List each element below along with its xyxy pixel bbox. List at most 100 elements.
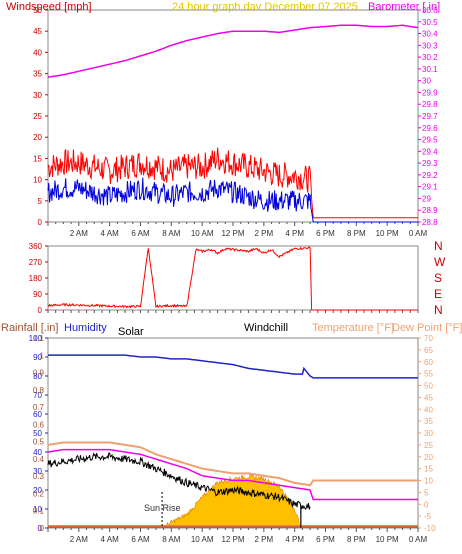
rainfall-axis-title: Rainfall [.in]: [1, 322, 58, 334]
windspeed-y-tick-label: 10: [33, 176, 42, 185]
climate-panel-x-tick-label: 2 PM: [254, 535, 273, 544]
windspeed-y-tick-label: 5: [38, 197, 43, 206]
barometer-right-tick-label: 30.3: [422, 41, 438, 50]
wind-panel-x-tick-label: 12 PM: [221, 229, 244, 238]
climate-panel-x-tick-label: 6 PM: [316, 535, 335, 544]
windspeed-y-tick-label: 40: [33, 48, 42, 57]
temperature-right-tick-label: 40: [424, 405, 433, 414]
temperature-right-tick-label: 35: [424, 417, 433, 426]
rainfall-y-tick-label: 0.3: [33, 472, 45, 481]
windchill-label: Windchill: [244, 322, 288, 334]
temperature-right-tick-label: 45: [424, 393, 433, 402]
direction-y-tick-label: 0: [38, 306, 43, 315]
graph-title: 24 hour graph.dav December 07 2025: [172, 1, 358, 13]
barometer-right-tick-label: 29.7: [422, 112, 438, 121]
barometer-right-tick-label: 29.3: [422, 159, 438, 168]
windspeed-y-tick-label: 25: [33, 112, 42, 121]
rainfall-y-tick-label: 0: [40, 524, 45, 533]
dewpoint-axis-title: Dew Point [°F]: [392, 322, 462, 334]
rainfall-y-tick-label: 0.4: [33, 455, 45, 464]
temperature-right-tick-label: 0: [424, 500, 429, 509]
wind-panel-x-tick-label: 10 PM: [376, 229, 399, 238]
temperature-right-tick-label: -5: [424, 512, 432, 521]
barometer-line: [47, 24, 419, 78]
humidity-y-tick-label: 80: [33, 372, 42, 381]
direction-compass-label: E: [434, 287, 442, 301]
climate-panel-x-tick-label: 4 PM: [285, 535, 304, 544]
wind-panel-x-tick-label: 8 PM: [347, 229, 366, 238]
temperature-axis-title: Temperature [°F]: [312, 322, 394, 334]
windspeed-y-tick-label: 35: [33, 70, 42, 79]
humidity-y-tick-label: 10: [33, 505, 42, 514]
temperature-right-tick-label: 10: [424, 477, 433, 486]
climate-panel-x-tick-label: 10 AM: [191, 535, 214, 544]
wind-panel-x-tick-label: 2 AM: [70, 229, 89, 238]
wind-gust-line: [47, 147, 418, 219]
temperature-right-tick-label: 20: [424, 453, 433, 462]
climate-panel-x-tick-label: 4 AM: [101, 535, 120, 544]
temperature-right-tick-label: 60: [424, 358, 433, 367]
windspeed-y-tick-label: 0: [38, 218, 43, 227]
wind-panel-x-tick-label: 8 AM: [162, 229, 181, 238]
windspeed-y-tick-label: 30: [33, 91, 42, 100]
barometer-right-tick-label: 28.9: [422, 206, 438, 215]
rainfall-y-tick-label: 0.8: [33, 386, 45, 395]
climate-panel-x-tick-label: 2 AM: [70, 535, 89, 544]
sunrise-label: Sun Rise: [144, 503, 181, 513]
barometer-right-tick-label: 29: [422, 194, 431, 203]
temperature-right-tick-label: 30: [424, 429, 433, 438]
humidity-y-tick-label: 0: [38, 524, 43, 533]
barometer-right-tick-label: 30.5: [422, 18, 438, 27]
barometer-axis-title: Barometer [.in]: [368, 1, 440, 13]
climate-panel-x-tick-label: 6 AM: [131, 535, 150, 544]
direction-compass-label: S: [434, 271, 442, 285]
windspeed-y-tick-label: 15: [33, 154, 42, 163]
humidity-y-tick-label: 60: [33, 410, 42, 419]
rainfall-y-tick-label: 0.7: [33, 403, 45, 412]
windspeed-axis-title: Windspeed [mph]: [6, 1, 92, 13]
direction-compass-label: N: [434, 303, 443, 317]
wind-speed-line: [47, 177, 418, 223]
barometer-right-tick-label: 30.6: [422, 6, 438, 15]
rainfall-y-tick-label: 0.1: [33, 507, 45, 516]
temperature-right-tick-label: 5: [424, 488, 429, 497]
barometer-right-tick-label: 29.8: [422, 100, 438, 109]
temperature-right-tick-label: -10: [424, 524, 436, 533]
humidity-line: [48, 354, 418, 379]
climate-panel-x-tick-label: 8 PM: [347, 535, 366, 544]
wind-panel-x-tick-label: 4 PM: [285, 229, 304, 238]
wind-panel-x-tick-label: 2 PM: [254, 229, 273, 238]
barometer-right-tick-label: 30: [422, 77, 431, 86]
barometer-right-tick-label: 29.6: [422, 124, 438, 133]
windspeed-y-tick-label: 20: [33, 133, 42, 142]
direction-compass-label: N: [434, 239, 443, 253]
barometer-right-tick-label: 30.1: [422, 65, 438, 74]
climate-panel-x-tick-label: 0 AM: [409, 535, 428, 544]
barometer-right-tick-label: 29.2: [422, 171, 438, 180]
barometer-right-tick-label: 29.9: [422, 88, 438, 97]
humidity-y-tick-label: 50: [33, 429, 42, 438]
climate-panel-x-tick-label: 12 PM: [221, 535, 244, 544]
wind-direction-line: [47, 246, 418, 311]
temperature-line: [47, 441, 418, 487]
rainfall-y-tick-label: 0.9: [33, 369, 45, 378]
rainfall-y-tick-label: 1: [40, 351, 45, 360]
humidity-y-tick-label: 90: [33, 353, 42, 362]
humidity-y-tick-label: 30: [33, 467, 42, 476]
barometer-right-tick-label: 29.1: [422, 183, 438, 192]
humidity-y-tick-label: 70: [33, 391, 42, 400]
direction-y-tick-label: 360: [29, 242, 43, 251]
wind-panel-x-tick-label: 6 PM: [316, 229, 335, 238]
direction-y-tick-label: 270: [29, 258, 43, 267]
direction-panel-plot-frame: [47, 245, 419, 311]
wind-panel-x-tick-label: 0 AM: [409, 229, 428, 238]
windspeed-y-tick-label: 45: [33, 27, 42, 36]
wind-panel-x-tick-label: 4 AM: [101, 229, 120, 238]
rainfall-y-tick-label: 0.2: [33, 489, 45, 498]
humidity-y-tick-label: 20: [33, 486, 42, 495]
direction-y-tick-label: 90: [33, 290, 42, 299]
temperature-right-tick-label: 70: [424, 334, 433, 343]
dewpoint-line: [47, 448, 418, 501]
humidity-y-tick-label: 100: [29, 334, 43, 343]
